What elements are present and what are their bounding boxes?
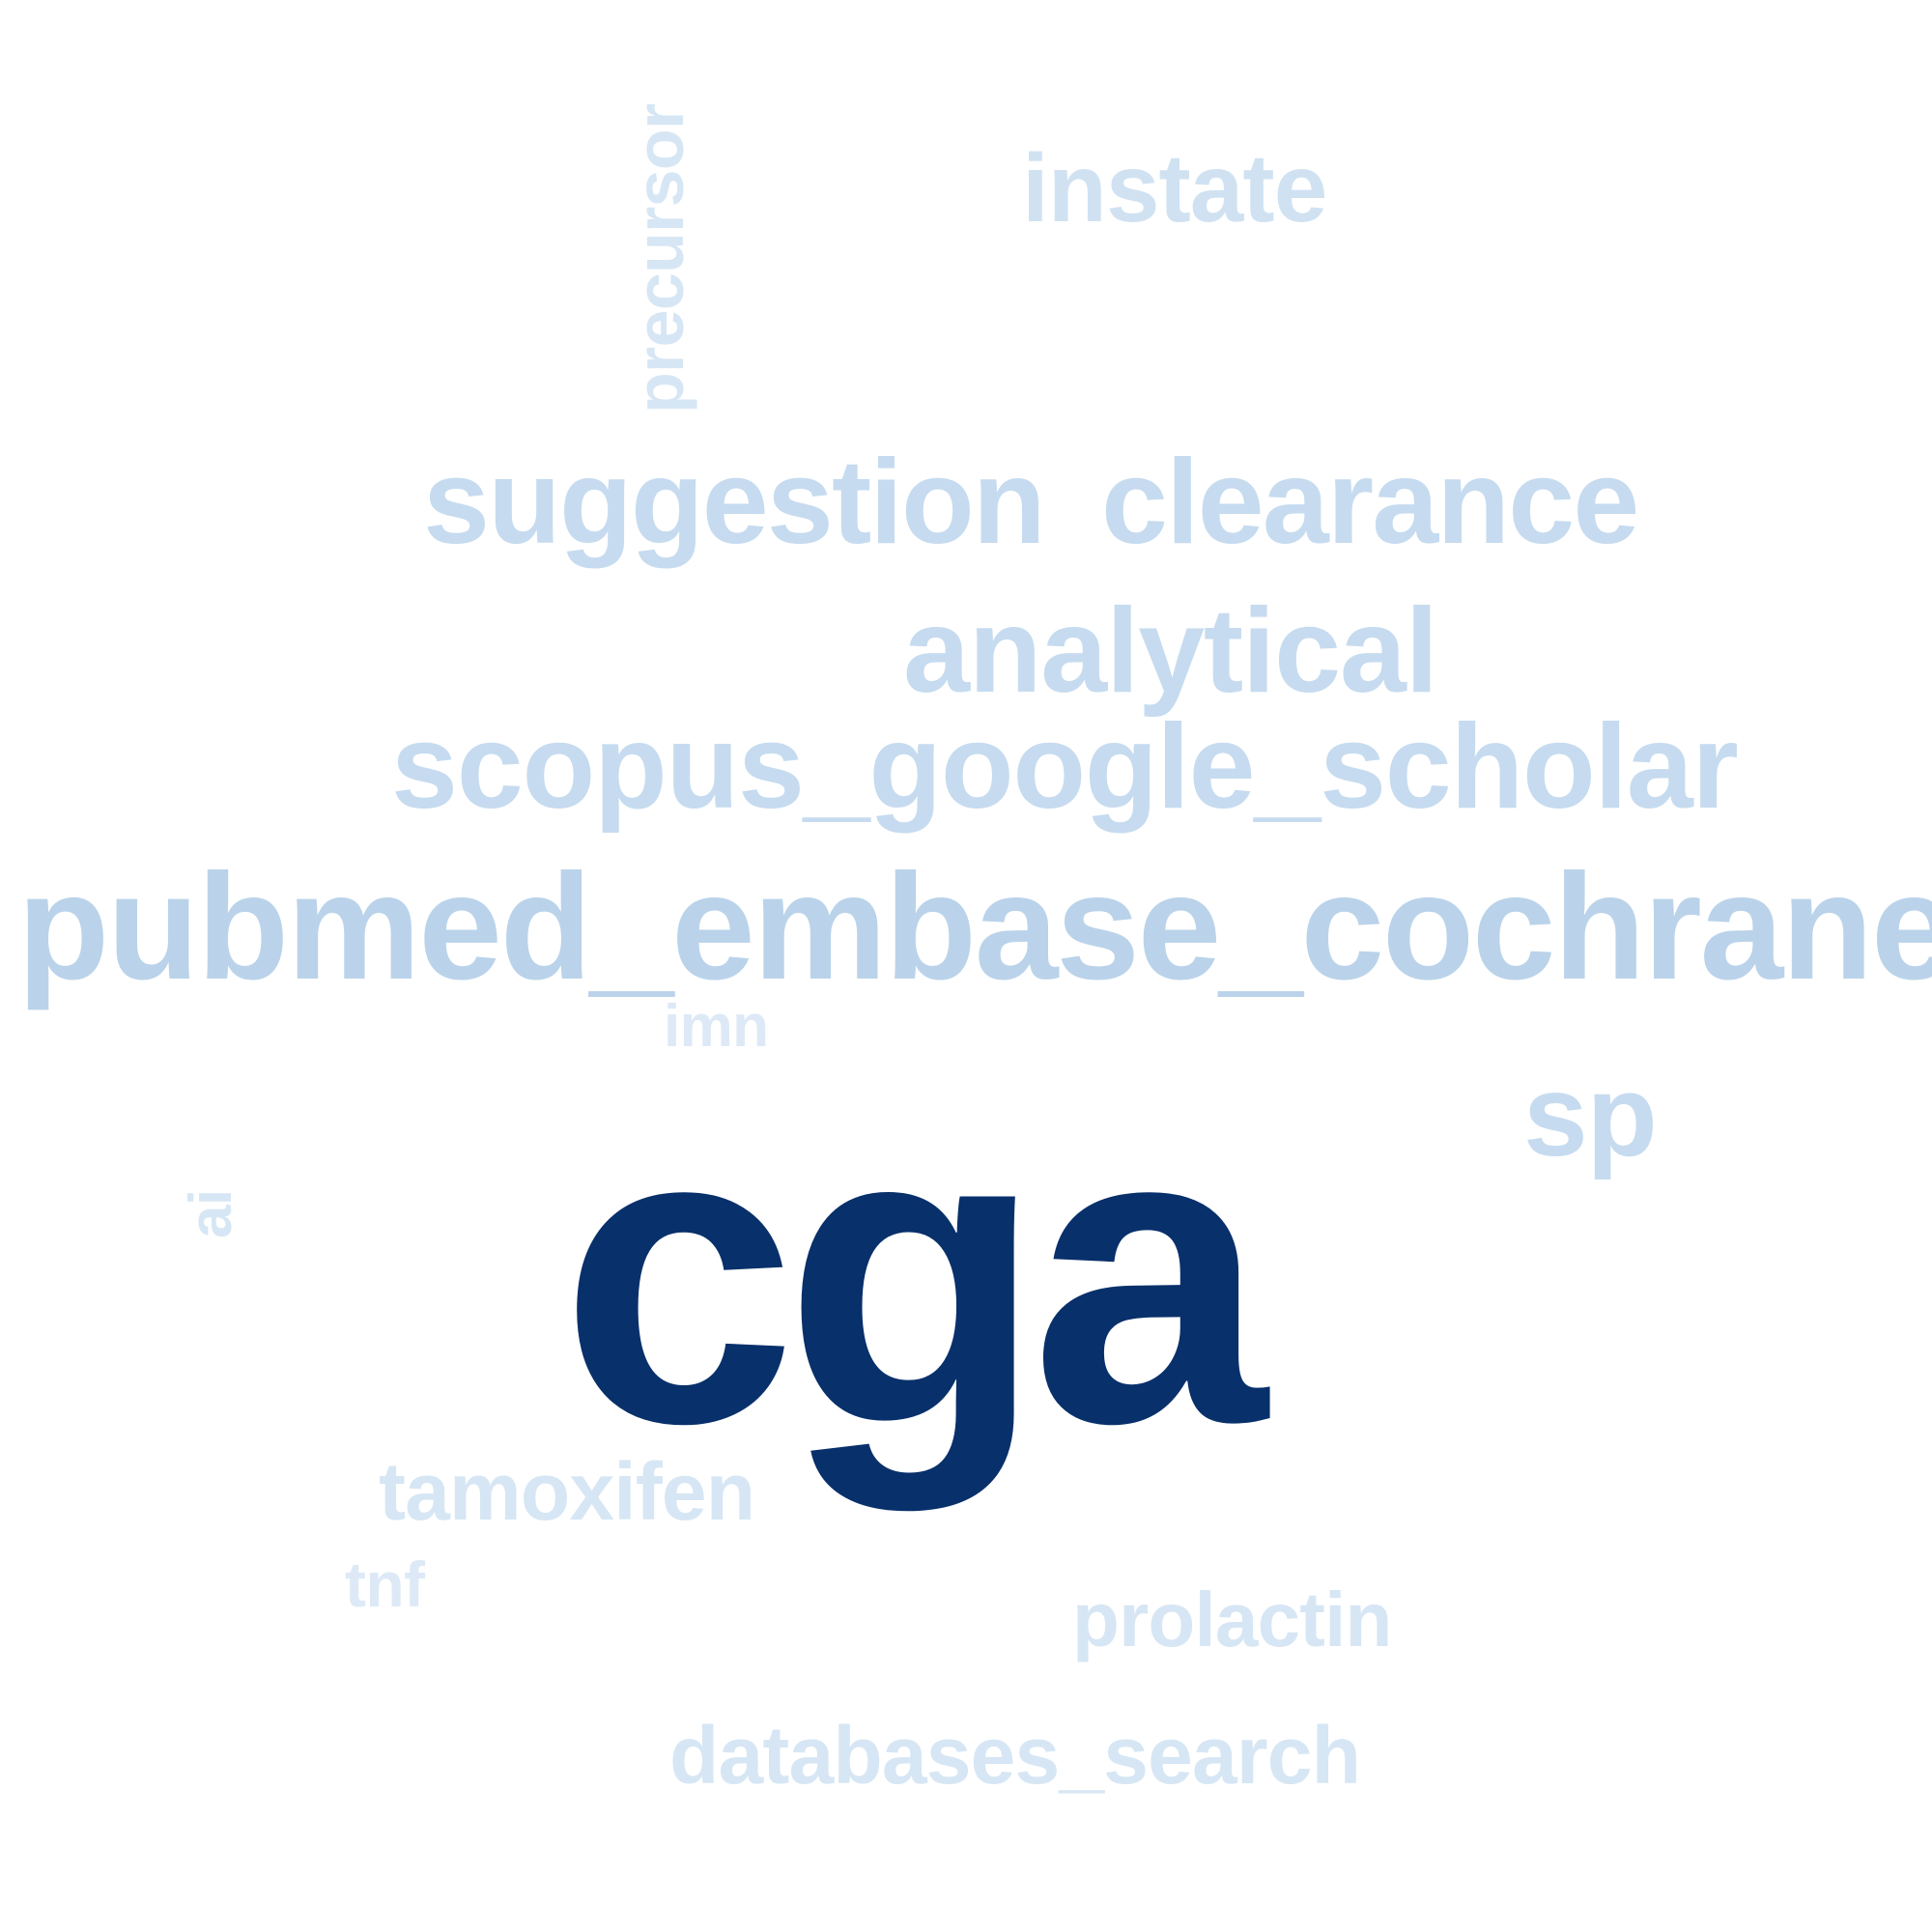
word-analytical: analytical <box>903 584 1438 718</box>
word-precursor: precursor <box>622 103 697 414</box>
word-tnf: tnf <box>345 1548 425 1620</box>
word-suggestion: suggestion <box>423 436 1046 569</box>
word-prolactin: prolactin <box>1072 1577 1392 1662</box>
word-pubmed-embase-cochrane: pubmed_embase_cochrane <box>17 843 1932 1011</box>
word-databases-search: databases_search <box>669 1710 1361 1801</box>
word-instate: instate <box>1022 134 1327 242</box>
word-clearance: clearance <box>1101 436 1639 569</box>
word-imn: imn <box>664 993 769 1060</box>
word-ai: ai <box>178 1189 244 1238</box>
word-sp: sp <box>1523 1051 1658 1180</box>
word-tamoxifen: tamoxifen <box>379 1446 755 1537</box>
word-cga: cga <box>560 1037 1267 1512</box>
word-scopus-google-scholar: scopus_google_scholar <box>391 700 1739 834</box>
